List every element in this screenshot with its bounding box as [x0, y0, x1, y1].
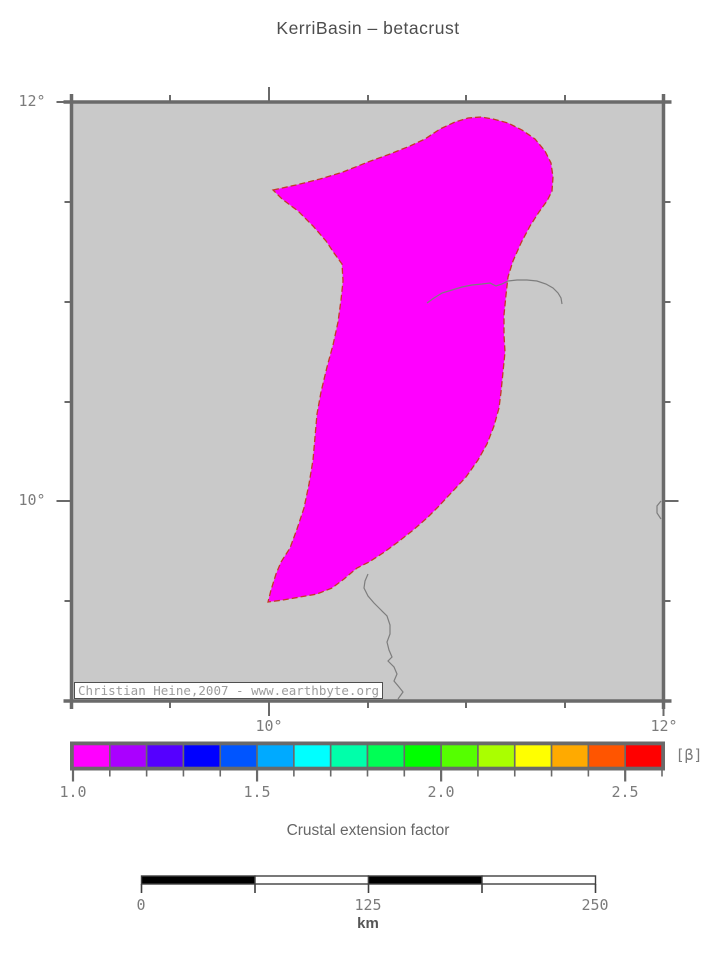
scalebar-segment	[254, 875, 370, 885]
scalebar-label-0: 0	[136, 896, 146, 914]
colorbar-units-label: [β]	[675, 746, 703, 764]
colorbar-cell	[477, 743, 516, 769]
scalebar-unit-label: km	[357, 915, 379, 932]
colorbar-cell	[182, 743, 222, 769]
colorbar-cell	[329, 743, 369, 769]
river-line	[426, 279, 563, 305]
basin-polygon	[267, 116, 554, 603]
scalebar-label-250: 250	[581, 896, 609, 914]
x-axis-label-10: 10°	[255, 717, 283, 735]
x-axis-label-12: 12°	[650, 717, 678, 735]
colorbar-cell	[366, 743, 406, 769]
colorbar-cell	[624, 743, 663, 769]
colorbar-cell	[293, 743, 332, 769]
colorbar-tick-label-4: 2.5	[611, 783, 639, 801]
scalebar-label-125: 125	[354, 896, 382, 914]
colorbar-tick-label-3: 2.0	[427, 783, 455, 801]
colorbar-cell	[145, 743, 185, 769]
river-line	[363, 573, 404, 700]
colorbar-cell	[256, 743, 295, 769]
attribution-box: Christian Heine,2007 - www.earthbyte.org	[74, 682, 384, 699]
colorbar-tick-label-2: 1.5	[243, 783, 271, 801]
colorbar-cell	[587, 743, 626, 769]
y-axis-label-12: 12°	[18, 92, 46, 110]
colorbar-cell	[440, 743, 479, 769]
colorbar-cell	[72, 743, 111, 769]
scalebar-segment	[481, 875, 597, 885]
colorbar-cell	[550, 743, 590, 769]
colorbar	[70, 741, 665, 782]
scalebar-segment	[367, 875, 483, 885]
river-lines	[363, 279, 662, 700]
river-line	[656, 500, 662, 520]
scalebar	[140, 875, 597, 893]
colorbar-cell	[403, 743, 442, 769]
page-title: KerriBasin – betacrust	[276, 18, 460, 38]
y-axis-label-10: 10°	[18, 491, 46, 509]
map-ticks	[56, 87, 679, 716]
scalebar-segment	[140, 875, 256, 885]
colorbar-cell	[219, 743, 258, 769]
colorbar-cell	[109, 743, 148, 769]
colorbar-title: Crustal extension factor	[286, 822, 450, 839]
colorbar-tick-label-1: 1.0	[59, 783, 87, 801]
colorbar-cell	[513, 743, 553, 769]
